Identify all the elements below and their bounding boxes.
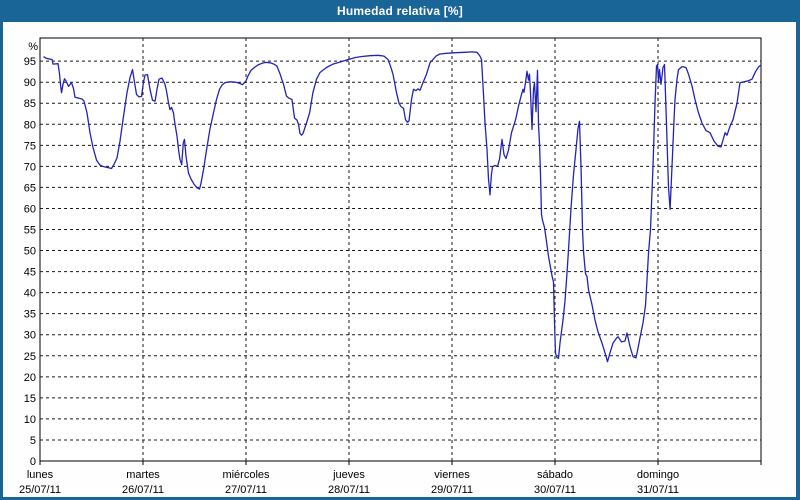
x-date-label: 30/07/11 bbox=[534, 484, 576, 496]
y-tick-label: 5 bbox=[30, 435, 36, 447]
x-category-label: miércoles 27/07/11 bbox=[222, 469, 270, 496]
y-tick-label: 10 bbox=[24, 414, 36, 426]
humidity-line bbox=[43, 51, 762, 363]
x-category-label: jueves 28/07/11 bbox=[328, 469, 370, 496]
x-axis-labels: lunes 25/07/11 martes 26/07/11 miércoles 27/0… bbox=[19, 469, 679, 496]
x-day-label: martes bbox=[126, 469, 160, 481]
y-tick-label: 25 bbox=[24, 351, 36, 363]
y-tick-label: 75 bbox=[24, 140, 36, 152]
x-category-label: sábado 30/07/11 bbox=[534, 469, 576, 496]
y-tick-label: 70 bbox=[24, 161, 36, 173]
x-tick-marks bbox=[39, 461, 762, 465]
x-date-label: 29/07/11 bbox=[431, 484, 473, 496]
x-date-label: 31/07/11 bbox=[637, 484, 679, 496]
y-tick-label: 15 bbox=[24, 393, 36, 405]
window-title: Humedad relativa [%] bbox=[336, 4, 464, 18]
y-tick-label: 0 bbox=[30, 456, 36, 468]
x-category-label: martes 26/07/11 bbox=[122, 469, 164, 496]
x-day-label: lunes bbox=[27, 469, 54, 481]
x-day-label: domingo bbox=[637, 469, 679, 481]
y-tick-label: 45 bbox=[24, 267, 36, 279]
y-tick-label: 80 bbox=[24, 119, 36, 131]
plot-frame bbox=[39, 37, 762, 462]
y-axis-unit-label: % bbox=[28, 41, 38, 53]
x-category-label: domingo 31/07/11 bbox=[637, 469, 679, 496]
y-tick-label: 85 bbox=[24, 98, 36, 110]
x-category-label: viernes 29/07/11 bbox=[431, 469, 473, 496]
gridlines bbox=[40, 38, 761, 461]
window-titlebar: Humedad relativa [%] bbox=[0, 0, 800, 22]
y-tick-label: 50 bbox=[24, 246, 36, 258]
y-tick-label: 30 bbox=[24, 330, 36, 342]
y-tick-label: 40 bbox=[24, 288, 36, 300]
y-tick-label: 55 bbox=[24, 225, 36, 237]
x-day-label: miércoles bbox=[222, 469, 270, 481]
y-tick-label: 90 bbox=[24, 77, 36, 89]
x-day-label: viernes bbox=[434, 469, 470, 481]
y-tick-label: 95 bbox=[24, 56, 36, 68]
x-category-label: lunes 25/07/11 bbox=[19, 469, 61, 496]
x-date-label: 25/07/11 bbox=[19, 484, 61, 496]
x-day-label: jueves bbox=[332, 469, 365, 481]
x-date-label: 26/07/11 bbox=[122, 484, 164, 496]
y-tick-label: 65 bbox=[24, 182, 36, 194]
x-date-label: 27/07/11 bbox=[225, 484, 267, 496]
y-tick-label: 60 bbox=[24, 203, 36, 215]
x-day-label: sábado bbox=[537, 469, 573, 481]
y-tick-label: 35 bbox=[24, 309, 36, 321]
x-date-label: 28/07/11 bbox=[328, 484, 370, 496]
y-axis-labels: 0 5 10 15 20 25 30 35 40 45 50 55 60 65 70 75 80 85 90 95% bbox=[24, 41, 38, 468]
y-tick-label: 20 bbox=[24, 372, 36, 384]
